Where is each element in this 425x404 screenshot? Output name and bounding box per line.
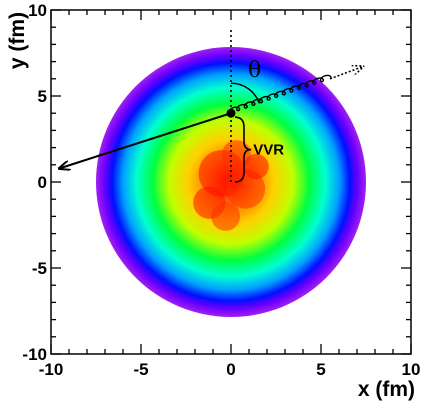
jet-arrow	[60, 112, 232, 168]
x-tick-label: 5	[316, 360, 325, 379]
hot-spot	[211, 202, 241, 231]
x-tick-label: 0	[226, 360, 235, 379]
tick-labels: -10 -5 0 5 10 -10 -5 0 5 10	[22, 1, 420, 379]
y-tick-label: 0	[38, 173, 47, 192]
hot-spots	[193, 140, 269, 231]
x-tick-label: -10	[39, 360, 64, 379]
hot-spot	[243, 153, 269, 180]
gluon-curl	[228, 74, 332, 114]
x-tick-label: -5	[133, 360, 148, 379]
y-tick-label: 5	[38, 87, 47, 106]
theta-label: θ	[248, 58, 261, 83]
y-axis-title: y (fm)	[6, 12, 29, 69]
vvr-brace	[234, 116, 252, 183]
x-axis-title: x (fm)	[358, 378, 415, 401]
axis-ticks	[50, 9, 412, 355]
y-tick-label: 10	[28, 1, 47, 20]
annotations: θ VVR	[60, 27, 362, 183]
x-tick-label: 10	[402, 360, 421, 379]
y-tick-label: -5	[32, 259, 47, 278]
vvr-label: VVR	[253, 142, 284, 159]
y-tick-label: -10	[22, 345, 47, 364]
dotted-arrow	[329, 67, 362, 80]
production-point	[226, 108, 236, 118]
theta-arc	[230, 82, 261, 104]
